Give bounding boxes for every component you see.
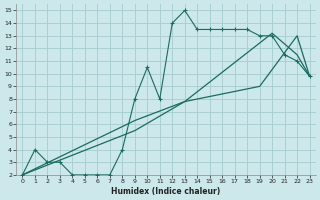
X-axis label: Humidex (Indice chaleur): Humidex (Indice chaleur) — [111, 187, 221, 196]
